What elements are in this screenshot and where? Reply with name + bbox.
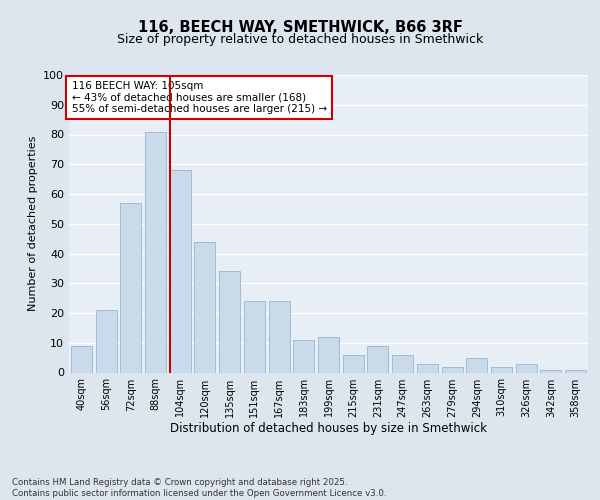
Bar — [491, 366, 512, 372]
Text: Contains HM Land Registry data © Crown copyright and database right 2025.
Contai: Contains HM Land Registry data © Crown c… — [12, 478, 386, 498]
X-axis label: Distribution of detached houses by size in Smethwick: Distribution of detached houses by size … — [170, 422, 487, 436]
Bar — [541, 370, 562, 372]
Bar — [145, 132, 166, 372]
Text: Size of property relative to detached houses in Smethwick: Size of property relative to detached ho… — [117, 34, 483, 46]
Text: 116 BEECH WAY: 105sqm
← 43% of detached houses are smaller (168)
55% of semi-det: 116 BEECH WAY: 105sqm ← 43% of detached … — [71, 81, 327, 114]
Bar — [392, 354, 413, 372]
Text: 116, BEECH WAY, SMETHWICK, B66 3RF: 116, BEECH WAY, SMETHWICK, B66 3RF — [137, 20, 463, 35]
Bar — [466, 358, 487, 372]
Bar — [417, 364, 438, 372]
Bar — [318, 337, 339, 372]
Bar — [194, 242, 215, 372]
Bar — [219, 272, 240, 372]
Bar — [269, 301, 290, 372]
Bar — [516, 364, 537, 372]
Bar — [367, 346, 388, 372]
Bar — [120, 203, 141, 372]
Bar — [565, 370, 586, 372]
Bar — [244, 301, 265, 372]
Y-axis label: Number of detached properties: Number of detached properties — [28, 136, 38, 312]
Bar — [293, 340, 314, 372]
Bar — [71, 346, 92, 372]
Bar — [170, 170, 191, 372]
Bar — [442, 366, 463, 372]
Bar — [343, 354, 364, 372]
Bar — [95, 310, 116, 372]
